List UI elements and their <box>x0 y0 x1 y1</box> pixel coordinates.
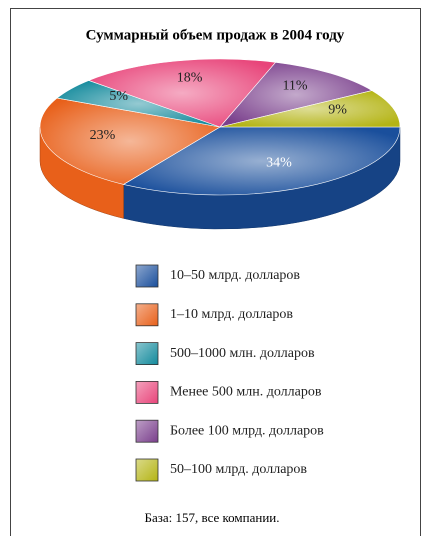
legend-label: 1–10 млрд. долларов <box>170 307 293 322</box>
legend-swatch <box>135 264 159 288</box>
legend-swatch <box>135 303 159 327</box>
slice <box>219 90 401 128</box>
data-label: 18% <box>177 70 203 85</box>
legend-label: 500–1000 млн. долларов <box>170 346 315 361</box>
legend-label: 50–100 млрд. долларов <box>170 462 307 477</box>
data-label: 9% <box>328 102 347 117</box>
slice <box>219 62 373 128</box>
slice <box>39 97 221 185</box>
slice <box>122 126 401 196</box>
data-label: 11% <box>282 79 307 94</box>
legend-label: Более 100 млрд. долларов <box>170 423 324 438</box>
legend-swatch <box>135 458 159 482</box>
data-label: 5% <box>109 89 128 104</box>
chart-title: Суммарный объем продаж в 2004 году <box>86 27 345 43</box>
legend-swatch <box>135 419 159 443</box>
legend-label: Менее 500 млн. долларов <box>170 385 322 400</box>
data-label: 34% <box>266 156 292 171</box>
data-label: 23% <box>90 128 116 143</box>
legend-label: 10–50 млрд. долларов <box>170 268 300 283</box>
legend-swatch <box>135 342 159 366</box>
legend-swatch <box>135 380 159 404</box>
slice <box>87 58 277 128</box>
note: База: 157, все компании. <box>145 510 280 525</box>
